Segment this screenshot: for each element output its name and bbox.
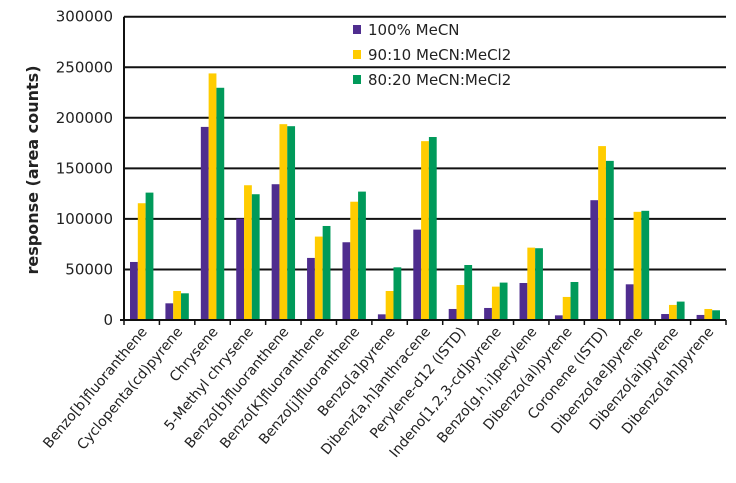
bar: [704, 308, 713, 320]
bar: [499, 282, 508, 320]
bar: [279, 124, 288, 320]
bar: [236, 218, 245, 320]
bar: [145, 192, 154, 320]
bar: [393, 267, 402, 320]
bar: [200, 126, 209, 320]
bar: [244, 185, 252, 320]
bar: [181, 293, 189, 320]
bar: [358, 191, 366, 320]
legend-swatch: [353, 50, 361, 59]
legend-label: 80:20 MeCN:MeCl2: [368, 71, 511, 89]
y-tick-label: 100000: [56, 210, 113, 228]
bar: [456, 285, 465, 320]
bar: [712, 310, 720, 320]
bar: [625, 284, 634, 320]
bar: [464, 265, 473, 320]
legend-swatch: [353, 75, 361, 84]
bar: [633, 211, 642, 320]
x-tick-labels: Benzo[b]fluorantheneCyclopenta(cd)pyrene…: [40, 324, 717, 461]
bar: [527, 247, 536, 320]
bar: [676, 301, 685, 320]
bar: [519, 282, 528, 320]
bar: [385, 290, 394, 320]
bar: [208, 73, 217, 320]
bar: [598, 146, 606, 320]
legend-label: 100% MeCN: [368, 21, 460, 39]
bar: [165, 303, 174, 320]
bar: [448, 308, 457, 320]
bar: [554, 315, 563, 320]
bar: [535, 248, 543, 320]
bar: [307, 257, 315, 320]
bar: [216, 87, 225, 320]
bar: [661, 314, 669, 320]
y-axis-label: response (area counts): [23, 65, 42, 274]
y-tick-label: 200000: [56, 109, 113, 127]
bar: [130, 261, 138, 320]
axes: [120, 16, 727, 325]
bar: [668, 304, 677, 320]
bar: [137, 203, 146, 320]
bar: [350, 201, 359, 320]
bar: [413, 229, 422, 320]
bar: [342, 242, 351, 320]
bar: [271, 184, 280, 320]
bar: [322, 225, 331, 320]
bar: [484, 307, 492, 320]
bar: [428, 137, 437, 320]
bar: [251, 194, 260, 320]
bar: [491, 286, 500, 320]
bar: [377, 314, 386, 320]
bar: [590, 200, 599, 320]
bar: [570, 281, 579, 320]
y-tick-label: 0: [103, 311, 113, 329]
legend-label: 90:10 MeCN:MeCl2: [368, 46, 511, 64]
legend-swatch: [353, 25, 361, 34]
bar: [641, 210, 650, 320]
legend: 100% MeCN 90:10 MeCN:MeCl2 80:20 MeCN:MeCl…: [353, 21, 511, 89]
bar: [696, 314, 705, 320]
bar: [421, 141, 429, 320]
bar: [314, 236, 323, 320]
bar: [562, 296, 571, 320]
bars: [130, 73, 720, 320]
bar: [605, 160, 614, 320]
y-tick-label: 250000: [56, 58, 113, 76]
bar: [287, 126, 296, 320]
y-tick-label: 150000: [56, 159, 113, 177]
bar: [173, 290, 182, 320]
y-tick-label: 50000: [65, 260, 113, 278]
y-tick-label: 300000: [56, 8, 113, 26]
y-tick-labels: 0 50000 100000 150000 200000 250000 300000: [56, 8, 113, 329]
